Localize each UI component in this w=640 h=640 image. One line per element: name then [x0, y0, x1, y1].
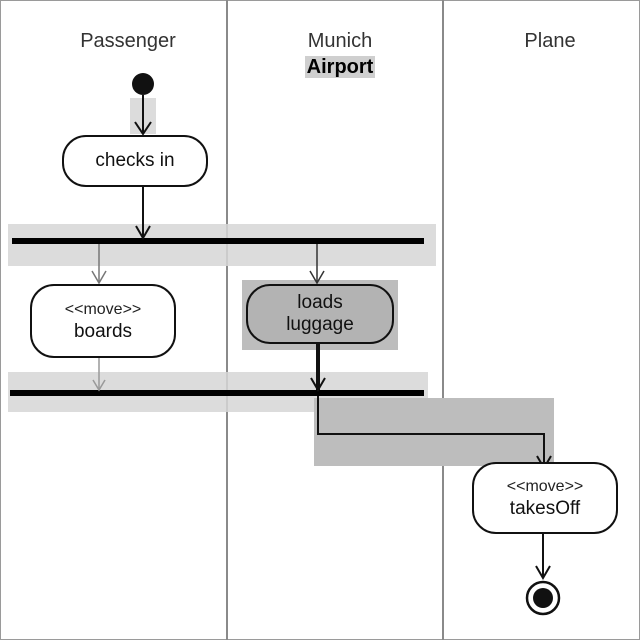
arrowhead-loads	[309, 270, 325, 285]
arrowhead-join-loads	[310, 377, 326, 392]
final-node-dot	[533, 588, 553, 608]
highlight-flow-path	[314, 398, 554, 466]
lane-divider-1	[226, 0, 228, 640]
arrowhead-boards	[91, 270, 107, 285]
flow-join-to-takeoff	[317, 396, 545, 466]
action-boards: <<move>> boards	[30, 284, 176, 358]
arrowhead-final	[535, 565, 551, 580]
action-checks-in-label: checks in	[95, 150, 175, 171]
action-checks-in: checks in	[62, 135, 208, 187]
action-takes-off-label: takesOff	[509, 498, 581, 519]
highlight-fork-bar	[8, 224, 436, 266]
action-loads-luggage-line1: loads	[297, 292, 343, 313]
arrowhead-checkin	[134, 121, 152, 136]
lane-divider-2	[442, 0, 444, 640]
join-bar	[10, 390, 424, 396]
arrowhead-fork	[135, 225, 151, 240]
action-boards-stereotype: <<move>>	[64, 301, 142, 318]
lane-title-passenger: Passenger	[80, 30, 176, 52]
lane-title-airport-line2: Airport	[304, 56, 376, 78]
action-takes-off-stereotype: <<move>>	[506, 478, 584, 495]
lane-title-plane: Plane	[524, 30, 576, 52]
arrowhead-join-boards	[92, 379, 106, 392]
action-takes-off: <<move>> takesOff	[472, 462, 618, 534]
lane-header-passenger: Passenger	[40, 28, 216, 54]
action-loads-luggage: loads luggage	[246, 284, 394, 344]
action-boards-label: boards	[73, 321, 133, 342]
fork-bar	[12, 238, 424, 244]
lane-header-airport: Munich Airport	[250, 28, 430, 80]
action-loads-luggage-line2: luggage	[286, 314, 354, 335]
lane-header-plane: Plane	[460, 28, 640, 54]
lane-title-airport-line1: Munich	[307, 30, 373, 52]
initial-node	[132, 73, 154, 95]
